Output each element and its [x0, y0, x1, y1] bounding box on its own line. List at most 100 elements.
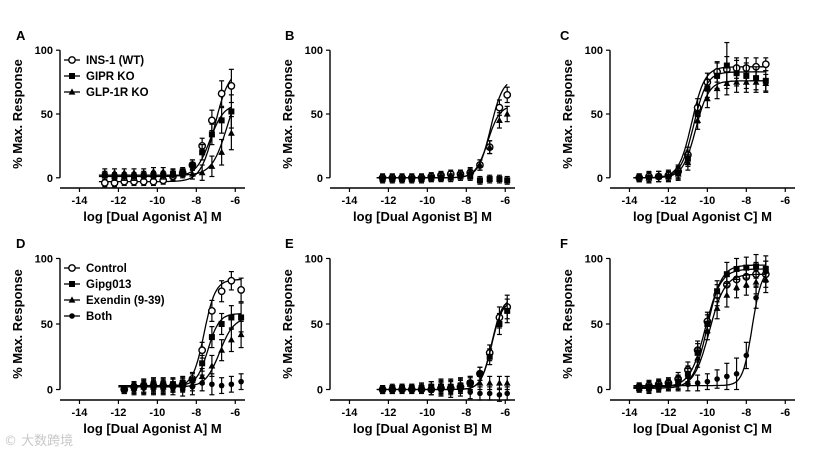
fit-curve: [118, 320, 242, 388]
data-point: [207, 116, 216, 125]
x-axis-label: log [Dual Agonist C] M: [633, 209, 772, 224]
data-point: [675, 381, 681, 388]
data-point: [467, 389, 474, 395]
data-point: [504, 177, 511, 184]
data-point: [408, 174, 416, 181]
x-tick-label: -10: [149, 407, 165, 419]
series-glp-1r-ko: [98, 112, 235, 181]
y-tick-label: 0: [317, 385, 323, 397]
data-point: [217, 89, 226, 98]
data-point: [467, 173, 474, 180]
legend-marker: [69, 73, 75, 79]
panel-d: D 0 50 100 -14 -12 -10 -8 -6 log [Dual Agonist A]…: [10, 236, 246, 436]
data-point: [476, 370, 483, 377]
y-tick-label: 50: [591, 319, 603, 331]
data-point: [398, 174, 406, 181]
series-exendin-9-39: [633, 265, 770, 395]
data-point: [742, 78, 750, 85]
data-point: [408, 386, 415, 393]
data-point: [198, 169, 206, 176]
data-point: [674, 170, 682, 177]
data-point: [704, 378, 711, 385]
x-tick-label: -12: [380, 407, 396, 419]
data-point: [655, 172, 663, 180]
x-tick-label: -6: [780, 407, 790, 419]
x-tick-label: -6: [500, 195, 510, 207]
data-point: [418, 386, 425, 393]
x-axis-label: log [Dual Agonist A] M: [83, 209, 221, 224]
data-point: [447, 388, 454, 394]
data-point: [237, 286, 246, 294]
panel-letter: F: [560, 236, 568, 251]
data-point: [198, 346, 207, 355]
y-tick-label: 0: [317, 173, 323, 185]
data-point: [694, 116, 702, 123]
data-point: [743, 352, 750, 359]
data-point: [486, 390, 493, 397]
data-point: [379, 174, 386, 181]
data-point: [477, 390, 483, 397]
x-tick-label: -14: [622, 407, 639, 419]
legend-marker: [68, 56, 76, 64]
legend-label: Control: [86, 263, 127, 275]
x-tick-label: -12: [660, 407, 676, 419]
data-point: [504, 390, 511, 397]
data-point: [140, 169, 148, 176]
x-tick-label: -6: [780, 195, 790, 207]
x-tick-label: -8: [741, 195, 751, 207]
data-point: [762, 268, 769, 275]
data-point: [399, 386, 405, 393]
data-point: [733, 283, 740, 290]
x-tick-label: -8: [461, 407, 471, 419]
data-point: [503, 90, 512, 99]
data-point: [503, 379, 511, 386]
fit-curve: [633, 273, 766, 389]
x-tick-label: -14: [342, 407, 359, 419]
y-tick-label: 0: [597, 173, 603, 185]
panel-letter: B: [285, 28, 294, 43]
data-point: [496, 321, 503, 327]
data-point: [418, 174, 425, 181]
data-point: [227, 336, 235, 343]
data-point: [101, 169, 109, 176]
y-tick-label: 50: [591, 109, 603, 121]
legend-label: GLP-1R KO: [86, 87, 149, 99]
data-point: [189, 170, 196, 177]
data-point: [199, 149, 206, 156]
data-point: [655, 382, 662, 389]
series-gipg013: [118, 302, 245, 395]
data-point: [714, 288, 721, 295]
data-point: [237, 330, 245, 338]
data-point: [714, 72, 721, 79]
y-tick-label: 100: [585, 253, 603, 265]
series-glp-1r-ko: [633, 71, 770, 184]
x-axis-label: log [Dual Agonist B] M: [353, 421, 492, 436]
data-point: [189, 162, 196, 169]
data-point: [703, 95, 711, 102]
data-point: [503, 110, 511, 117]
x-tick-label: -14: [622, 195, 639, 207]
y-axis-label: % Max. Response: [560, 59, 575, 169]
panel-b: B 0 50 100 -14 -12 -10 -8 -6 log [Dual Agonist B]…: [280, 28, 515, 224]
data-point: [189, 384, 196, 390]
data-point: [752, 278, 760, 285]
x-axis-label: log [Dual Agonist B] M: [353, 209, 492, 224]
y-tick-label: 0: [597, 385, 603, 397]
series-both: [121, 373, 244, 397]
legend: INS-1 (WT) GIPR KO GLP-1R KO: [64, 55, 149, 99]
data-point: [120, 169, 128, 176]
y-axis-label: % Max. Response: [10, 269, 25, 379]
data-point: [665, 382, 672, 389]
y-tick-label: 100: [35, 253, 53, 265]
panel-letter: A: [16, 28, 26, 43]
data-point: [207, 306, 216, 315]
data-point: [457, 170, 464, 177]
series-gipr-ko: [633, 41, 769, 184]
data-point: [504, 307, 511, 314]
legend-label: Exendin (9-39): [86, 295, 165, 307]
x-tick-label: -12: [660, 195, 676, 207]
y-tick-label: 100: [585, 45, 603, 57]
fit-curve: [376, 107, 508, 179]
data-point: [218, 346, 226, 353]
data-point: [208, 131, 215, 138]
